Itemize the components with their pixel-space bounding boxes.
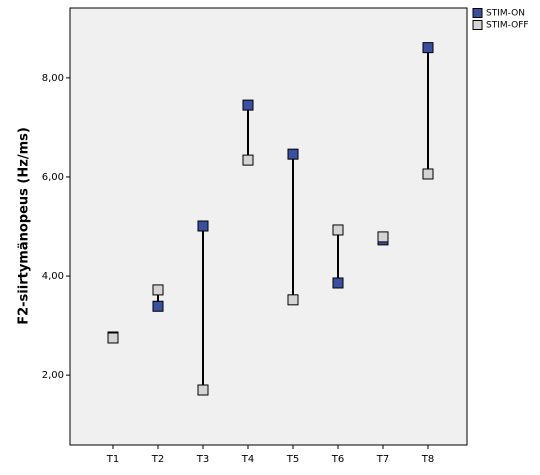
marker: [107, 332, 119, 344]
plot-area: [69, 7, 468, 446]
marker: [197, 220, 209, 232]
legend-swatch: [472, 20, 483, 30]
marker: [332, 224, 344, 236]
legend-label: STIM-OFF: [486, 21, 529, 31]
x-tick-label: T4: [241, 454, 254, 465]
marker: [377, 231, 389, 243]
marker: [422, 168, 434, 180]
marker: [287, 148, 299, 160]
legend-swatch: [472, 8, 483, 18]
y-axis-label: F2-siirtymänopeus (Hz/ms): [17, 127, 32, 325]
marker: [242, 154, 254, 166]
x-tick-label: T6: [331, 454, 344, 465]
x-tick-label: T3: [196, 454, 209, 465]
legend-label: STIM-ON: [486, 9, 525, 19]
y-tick-label: 4,00: [42, 271, 64, 282]
x-tick-label: T5: [286, 454, 299, 465]
x-tick-label: T7: [376, 454, 389, 465]
marker: [332, 277, 344, 289]
y-tick-label: 6,00: [42, 172, 64, 183]
x-tick-label: T1: [106, 454, 119, 465]
marker: [197, 384, 209, 396]
marker: [287, 294, 299, 306]
y-tick-label: 8,00: [42, 73, 64, 84]
marker: [152, 300, 164, 312]
marker: [242, 99, 254, 111]
marker: [152, 284, 164, 296]
x-tick-label: T8: [421, 454, 434, 465]
x-tick-label: T2: [151, 454, 164, 465]
y-tick-label: 2,00: [42, 370, 64, 381]
marker: [422, 42, 434, 54]
